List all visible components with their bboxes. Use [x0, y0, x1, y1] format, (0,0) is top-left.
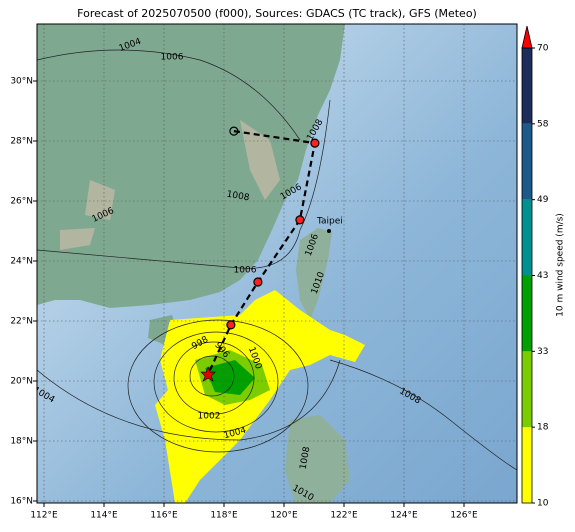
city-label: Taipei [316, 217, 343, 227]
isobar [329, 359, 517, 471]
isobar-label: 1008 [299, 446, 313, 471]
x-tick-label: 114°E [90, 511, 118, 521]
y-tick-label: 26°N [10, 197, 33, 207]
colorbar-label: 10 m wind speed (m/s) [556, 213, 566, 317]
colorbar-tick-label: 10 [537, 499, 549, 509]
luzon [285, 415, 350, 503]
colorbar-tick-label: 70 [537, 44, 549, 54]
track-point [295, 215, 305, 225]
y-tick-label: 28°N [10, 137, 33, 147]
wind-yellow [155, 290, 365, 503]
x-tick-label: 126°E [450, 511, 478, 521]
colorbar-tick-label: 43 [537, 271, 548, 281]
colorbar-segment [522, 123, 532, 200]
colorbar-tick-label: 18 [537, 423, 549, 433]
x-tick-label: 112°E [30, 511, 58, 521]
isobar-label: 1006 [234, 266, 257, 276]
colorbar-tick-label: 58 [537, 119, 549, 129]
colorbar-segment [522, 199, 532, 276]
isobar-label: 1008 [226, 190, 251, 204]
mountains [60, 120, 280, 250]
track: Taipei [200, 126, 343, 382]
colorbar-segment [522, 427, 532, 503]
y-tick-label: 18°N [10, 437, 33, 447]
x-tick-label: 116°E [150, 511, 178, 521]
y-tick-label: 20°N [10, 377, 33, 387]
y-tick-label: 30°N [10, 77, 33, 87]
wind-green [205, 360, 255, 395]
isobar [127, 319, 309, 453]
x-tick-label: 118°E [210, 511, 238, 521]
current-position [200, 366, 216, 382]
track-point [229, 126, 239, 136]
isobar [153, 331, 279, 433]
track-point [253, 277, 263, 287]
colorbar-tick-label: 49 [537, 195, 549, 205]
y-tick-label: 22°N [10, 317, 33, 327]
isobar [173, 341, 255, 415]
isobar-label: 1002 [198, 412, 221, 422]
y-tick-label: 24°N [10, 257, 33, 267]
axes: 112°E 114°E 116°E 118°E 120°E 122°E 124°E 126°E… [10, 77, 478, 521]
colorbar: 10 18 33 43 49 58 70 10 m wind speed (m/s) [521, 25, 566, 509]
x-tick-label: 120°E [270, 511, 298, 521]
map-frame [36, 23, 518, 504]
track-point [310, 138, 320, 148]
forecast-track [207, 130, 317, 375]
city-marker [327, 229, 331, 233]
colorbar-segment [522, 275, 532, 352]
isobar [37, 49, 301, 141]
colorbar-extend [521, 25, 533, 49]
isobar [189, 355, 235, 397]
taiwan [296, 228, 332, 320]
mainland [37, 24, 345, 308]
x-tick-label: 124°E [390, 511, 418, 521]
x-tick-label: 122°E [330, 511, 358, 521]
colorbar-segment [522, 351, 532, 428]
y-tick-label: 16°N [10, 497, 33, 507]
track-point [226, 320, 236, 330]
grid [37, 24, 517, 503]
isobar-label: 1006 [161, 53, 184, 63]
isobar [37, 359, 341, 441]
colorbar-segment [522, 48, 532, 124]
colorbar-tick-label: 33 [537, 347, 548, 357]
title: Forecast of 2025070500 (f000), Sources: … [77, 7, 477, 20]
